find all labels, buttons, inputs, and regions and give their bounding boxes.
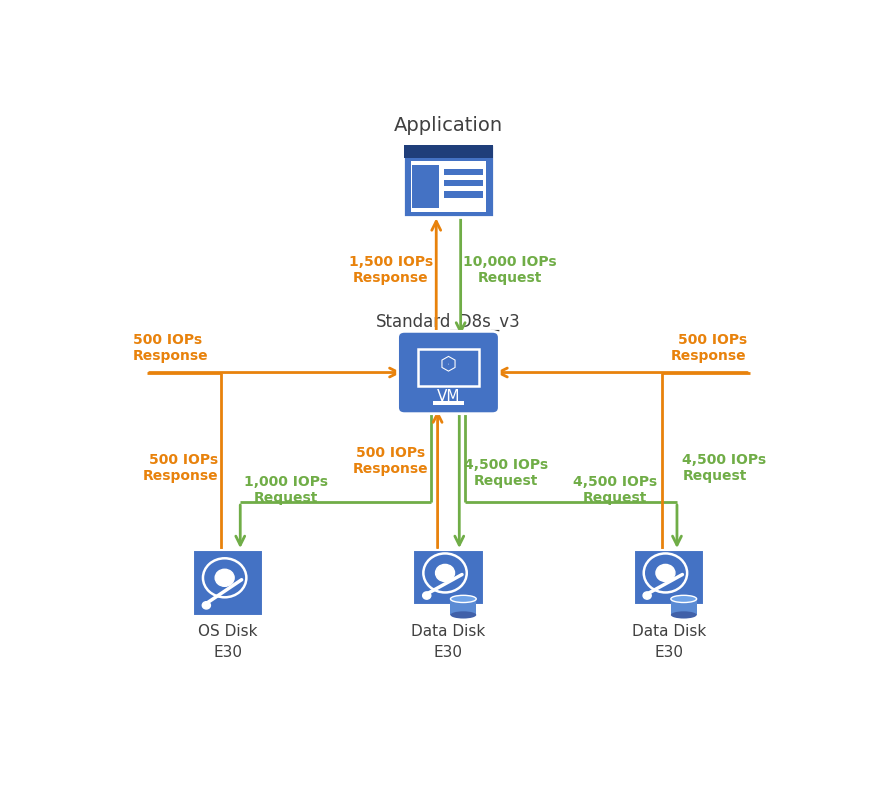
Circle shape: [436, 565, 454, 581]
Circle shape: [643, 592, 651, 600]
Text: VM: VM: [437, 389, 460, 404]
Circle shape: [656, 565, 675, 581]
Ellipse shape: [451, 596, 476, 603]
Text: Standard_D8s_v3: Standard_D8s_v3: [376, 313, 521, 331]
Text: 500 IOPs
Response: 500 IOPs Response: [143, 453, 218, 483]
FancyBboxPatch shape: [634, 550, 704, 604]
FancyBboxPatch shape: [410, 161, 487, 212]
FancyBboxPatch shape: [444, 192, 483, 198]
FancyBboxPatch shape: [671, 599, 696, 615]
Text: Data Disk
E30: Data Disk E30: [411, 624, 486, 661]
Text: 4,500 IOPs
Request: 4,500 IOPs Request: [682, 453, 766, 483]
FancyBboxPatch shape: [397, 331, 500, 413]
Text: 1,500 IOPs
Response: 1,500 IOPs Response: [349, 255, 433, 285]
Text: 10,000 IOPs
Request: 10,000 IOPs Request: [463, 255, 556, 285]
FancyBboxPatch shape: [404, 146, 493, 158]
Text: 1,000 IOPs
Request: 1,000 IOPs Request: [243, 475, 328, 505]
FancyBboxPatch shape: [413, 550, 484, 604]
Circle shape: [202, 602, 210, 609]
Text: 500 IOPs
Response: 500 IOPs Response: [133, 333, 209, 364]
FancyBboxPatch shape: [417, 349, 480, 386]
Circle shape: [215, 569, 235, 586]
FancyBboxPatch shape: [192, 550, 263, 616]
FancyBboxPatch shape: [444, 169, 483, 175]
Ellipse shape: [671, 596, 696, 603]
Text: ⬜: ⬜: [448, 364, 449, 365]
Ellipse shape: [671, 611, 696, 619]
Text: 500 IOPs
Response: 500 IOPs Response: [671, 333, 747, 364]
FancyBboxPatch shape: [412, 165, 439, 208]
Text: 500 IOPs
Response: 500 IOPs Response: [353, 446, 429, 476]
FancyBboxPatch shape: [451, 599, 476, 615]
Text: Application: Application: [394, 116, 503, 135]
Circle shape: [423, 592, 430, 600]
Text: 4,500 IOPs
Request: 4,500 IOPs Request: [464, 458, 548, 488]
Text: ⬡: ⬡: [440, 354, 457, 373]
FancyBboxPatch shape: [444, 181, 483, 186]
Text: 4,500 IOPs
Request: 4,500 IOPs Request: [572, 475, 656, 505]
Ellipse shape: [451, 611, 476, 619]
FancyBboxPatch shape: [403, 144, 493, 217]
Text: OS Disk
E30: OS Disk E30: [199, 624, 258, 661]
FancyBboxPatch shape: [433, 401, 464, 405]
Text: Data Disk
E30: Data Disk E30: [632, 624, 706, 661]
